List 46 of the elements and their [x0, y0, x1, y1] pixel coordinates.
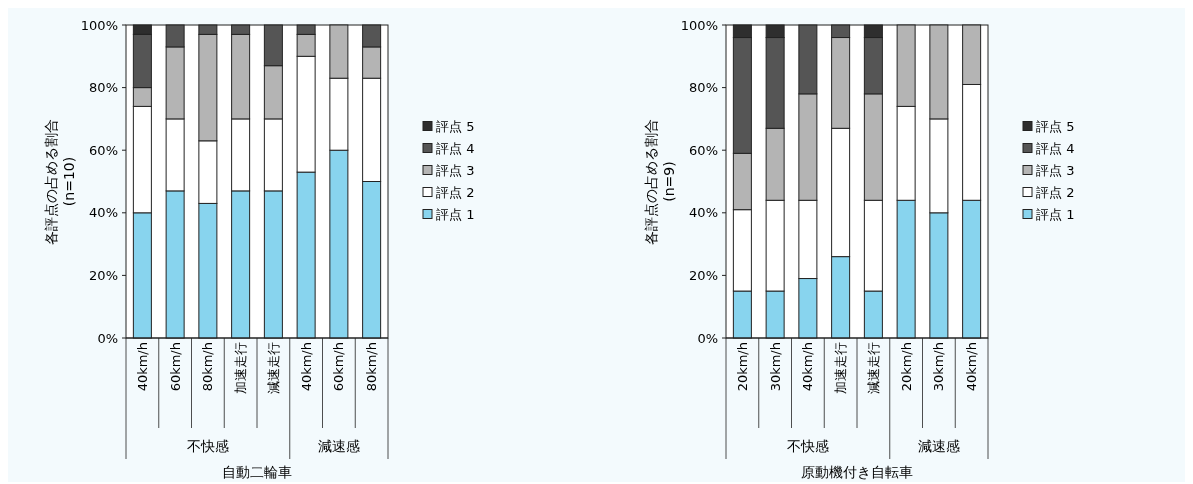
x-tick-label: 20km/h — [898, 342, 914, 392]
x-tick-label: 減速走行 — [865, 342, 881, 394]
text: 減速感 — [917, 438, 960, 454]
legend-label: 評点 3 — [1036, 163, 1075, 179]
legend-label: 評点 5 — [436, 119, 475, 135]
text: 不快感 — [186, 438, 229, 454]
y-tick-label: 60% — [689, 142, 718, 158]
x-tick-label: 加速走行 — [233, 342, 249, 394]
x-axis-title: 自動二輪車 — [222, 464, 292, 480]
legend-label: 評点 3 — [436, 163, 475, 179]
text: 減速感 — [317, 438, 360, 454]
legend-label: 評点 1 — [436, 207, 475, 223]
x-tick-label: 加速走行 — [833, 342, 849, 394]
x-tick-label: 減速走行 — [265, 342, 281, 394]
y-axis-title: 各評点の占める割合 (n=9) — [643, 118, 677, 245]
x-tick-label: 30km/h — [767, 342, 783, 392]
y-tick-label: 60% — [89, 142, 118, 158]
y-tick-label: 20% — [689, 267, 718, 283]
legend-label: 評点 2 — [436, 185, 475, 201]
x-tick-label: 60km/h — [331, 342, 347, 392]
legend-label: 評点 4 — [436, 141, 475, 157]
y-axis-title: 各評点の占める割合 (n=10) — [43, 118, 77, 245]
x-tick-label: 40km/h — [800, 342, 816, 392]
x-tick-label: 30km/h — [931, 342, 947, 392]
y-tick-label: 80% — [689, 80, 718, 96]
x-tick-label: 20km/h — [734, 342, 750, 392]
x-tick-label: 80km/h — [364, 342, 380, 392]
legend-label: 評点 2 — [1036, 185, 1075, 201]
x-tick-label: 60km/h — [167, 342, 183, 392]
x-tick-label: 40km/h — [298, 342, 314, 392]
y-tick-label: 100% — [80, 17, 118, 33]
x-tick-label: 80km/h — [200, 342, 216, 392]
legend-label: 評点 5 — [1036, 119, 1075, 135]
y-tick-label: 80% — [89, 80, 118, 96]
x-tick-label: 40km/h — [964, 342, 980, 392]
x-axis-title: 原動機付き自転車 — [801, 464, 913, 480]
x-tick-label: 40km/h — [134, 342, 150, 392]
y-tick-label: 20% — [89, 267, 118, 283]
text: 不快感 — [786, 438, 829, 454]
legend-label: 評点 1 — [1036, 207, 1075, 223]
legend-label: 評点 4 — [1036, 141, 1075, 157]
y-tick-label: 0% — [97, 330, 118, 346]
y-tick-label: 40% — [89, 205, 118, 221]
y-tick-label: 0% — [697, 330, 718, 346]
y-tick-label: 40% — [689, 205, 718, 221]
y-tick-label: 100% — [680, 17, 718, 33]
